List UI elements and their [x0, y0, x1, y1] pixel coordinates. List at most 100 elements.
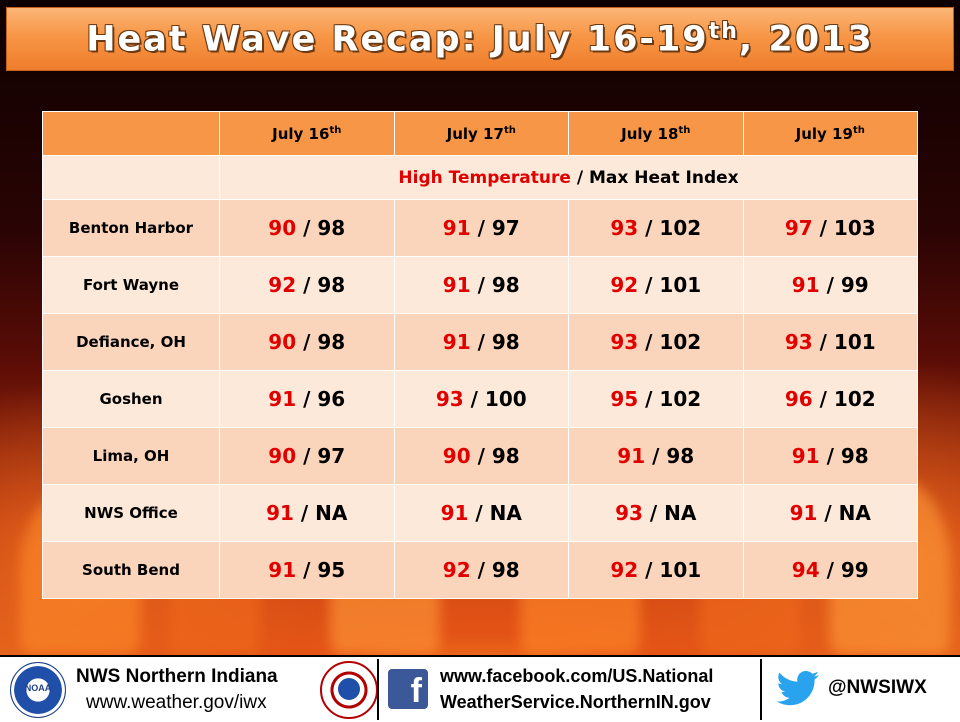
temperature-cell: 92 / 101 [568, 541, 744, 599]
table-row: NWS Office 91 / NA 91 / NA 93 / NA 91 / NA [42, 484, 918, 542]
temperature-cell: 92 / 101 [568, 256, 744, 314]
value-separator: / [812, 330, 834, 354]
column-header: July 16th [219, 111, 395, 156]
value-separator: / [296, 387, 318, 411]
high-temperature-value: 93 [610, 330, 639, 354]
column-header: July 19th [742, 111, 918, 156]
office-name: NWS Northern Indiana [76, 666, 278, 687]
value-separator: / [296, 330, 318, 354]
heat-index-value: 97 [491, 216, 520, 240]
heat-index-value: NA [838, 501, 871, 525]
high-temperature-value: 93 [784, 330, 813, 354]
table-subheader-row: High Temperature / Max Heat Index [42, 155, 918, 200]
temperature-cell: 96 / 102 [742, 370, 918, 428]
high-temperature-value: 91 [440, 501, 469, 525]
temperature-cell: 93 / 100 [393, 370, 569, 428]
heat-index-value: 98 [317, 330, 346, 354]
high-temperature-value: 91 [442, 216, 471, 240]
heat-index-value: 98 [491, 444, 520, 468]
value-separator: / [819, 273, 841, 297]
value-separator: / [819, 558, 841, 582]
table-row: South Bend 91 / 95 92 / 98 92 / 101 94 / 99 [42, 541, 918, 599]
high-temperature-value: 95 [610, 387, 639, 411]
temperature-cell: 90 / 98 [393, 427, 569, 485]
high-temperature-value: 91 [268, 387, 297, 411]
value-separator: / [296, 558, 318, 582]
twitter-bird-icon[interactable] [776, 671, 820, 707]
value-separator: / [296, 444, 318, 468]
value-separator: / [642, 501, 665, 525]
high-temperature-value: 91 [791, 444, 820, 468]
heat-index-value: 98 [666, 444, 695, 468]
temperature-cell: 91 / 98 [568, 427, 744, 485]
heat-index-value: 97 [317, 444, 346, 468]
high-temperature-value: 91 [266, 501, 294, 525]
location-name: Lima, OH [42, 427, 220, 485]
heat-index-value: 101 [659, 558, 702, 582]
high-temperature-value: 92 [610, 558, 639, 582]
page-title: Heat Wave Recap: July 16-19th, 2013 [86, 19, 874, 60]
column-header: July 18th [568, 111, 744, 156]
heat-index-value: 101 [659, 273, 702, 297]
temperature-cell: 97 / 103 [742, 199, 918, 257]
table-row: Fort Wayne 92 / 98 91 / 98 92 / 101 91 / 99 [42, 256, 918, 314]
subheader-label: High Temperature / Max Heat Index [219, 155, 918, 200]
high-temperature-value: 91 [442, 273, 471, 297]
location-name: NWS Office [42, 484, 220, 542]
subheader-corner-cell [42, 155, 220, 200]
value-separator: / [296, 216, 318, 240]
nws-logo [320, 661, 378, 719]
value-separator: / [817, 501, 839, 525]
temperature-cell: 91 / 95 [219, 541, 395, 599]
temperature-cell: 91 / NA [742, 484, 918, 542]
value-separator: / [638, 273, 660, 297]
value-separator: / [638, 387, 660, 411]
facebook-icon[interactable]: f [388, 669, 428, 709]
heat-index-value: 98 [840, 444, 869, 468]
heat-wave-table: July 16th July 17th July 18th July 19th … [42, 111, 918, 599]
facebook-link-line1[interactable]: www.facebook.com/US.National [440, 666, 714, 686]
nws-bolt-icon [338, 678, 360, 700]
temperature-cell: 91 / 96 [219, 370, 395, 428]
high-temperature-value: 90 [442, 444, 471, 468]
location-name: Fort Wayne [42, 256, 220, 314]
value-separator: / [638, 558, 660, 582]
value-separator: / [645, 444, 667, 468]
facebook-link-line2[interactable]: WeatherService.NorthernIN.gov [440, 692, 711, 712]
footer-divider [760, 659, 762, 720]
column-header: July 17th [393, 111, 569, 156]
heat-index-value: 101 [833, 330, 876, 354]
temperature-cell: 91 / 99 [742, 256, 918, 314]
high-temperature-value: 97 [784, 216, 813, 240]
high-temperature-value: 92 [610, 273, 639, 297]
heat-index-value: 103 [833, 216, 876, 240]
heat-index-value: NA [489, 501, 522, 525]
high-temperature-value: 91 [791, 273, 820, 297]
temperature-cell: 91 / 98 [393, 256, 569, 314]
heat-index-value: 98 [491, 273, 520, 297]
heat-index-value: 102 [659, 330, 702, 354]
twitter-handle[interactable]: @NWSIWX [828, 677, 927, 698]
high-temperature-value: 96 [784, 387, 813, 411]
office-url-link[interactable]: www.weather.gov/iwx [86, 692, 267, 713]
value-separator: / [812, 387, 834, 411]
table-row: Defiance, OH 90 / 98 91 / 98 93 / 102 93 / 1… [42, 313, 918, 371]
heat-index-value: 98 [491, 330, 520, 354]
table-row: Goshen 91 / 96 93 / 100 95 / 102 96 / 102 [42, 370, 918, 428]
heat-index-value: 99 [840, 558, 869, 582]
table-row: Benton Harbor 90 / 98 91 / 97 93 / 102 97 / … [42, 199, 918, 257]
temperature-cell: 93 / NA [568, 484, 744, 542]
high-temperature-value: 91 [268, 558, 297, 582]
location-name: Goshen [42, 370, 220, 428]
value-separator: / [638, 216, 660, 240]
temperature-cell: 92 / 98 [393, 541, 569, 599]
high-temperature-value: 90 [268, 330, 297, 354]
temperature-cell: 92 / 98 [219, 256, 395, 314]
location-name: Benton Harbor [42, 199, 220, 257]
temperature-cell: 90 / 98 [219, 313, 395, 371]
heat-index-value: 98 [317, 273, 346, 297]
high-temperature-label: High Temperature [398, 167, 571, 188]
table-header-row: July 16th July 17th July 18th July 19th [42, 111, 918, 156]
noaa-logo: NOAA [10, 662, 66, 718]
header-corner-cell [42, 111, 220, 156]
